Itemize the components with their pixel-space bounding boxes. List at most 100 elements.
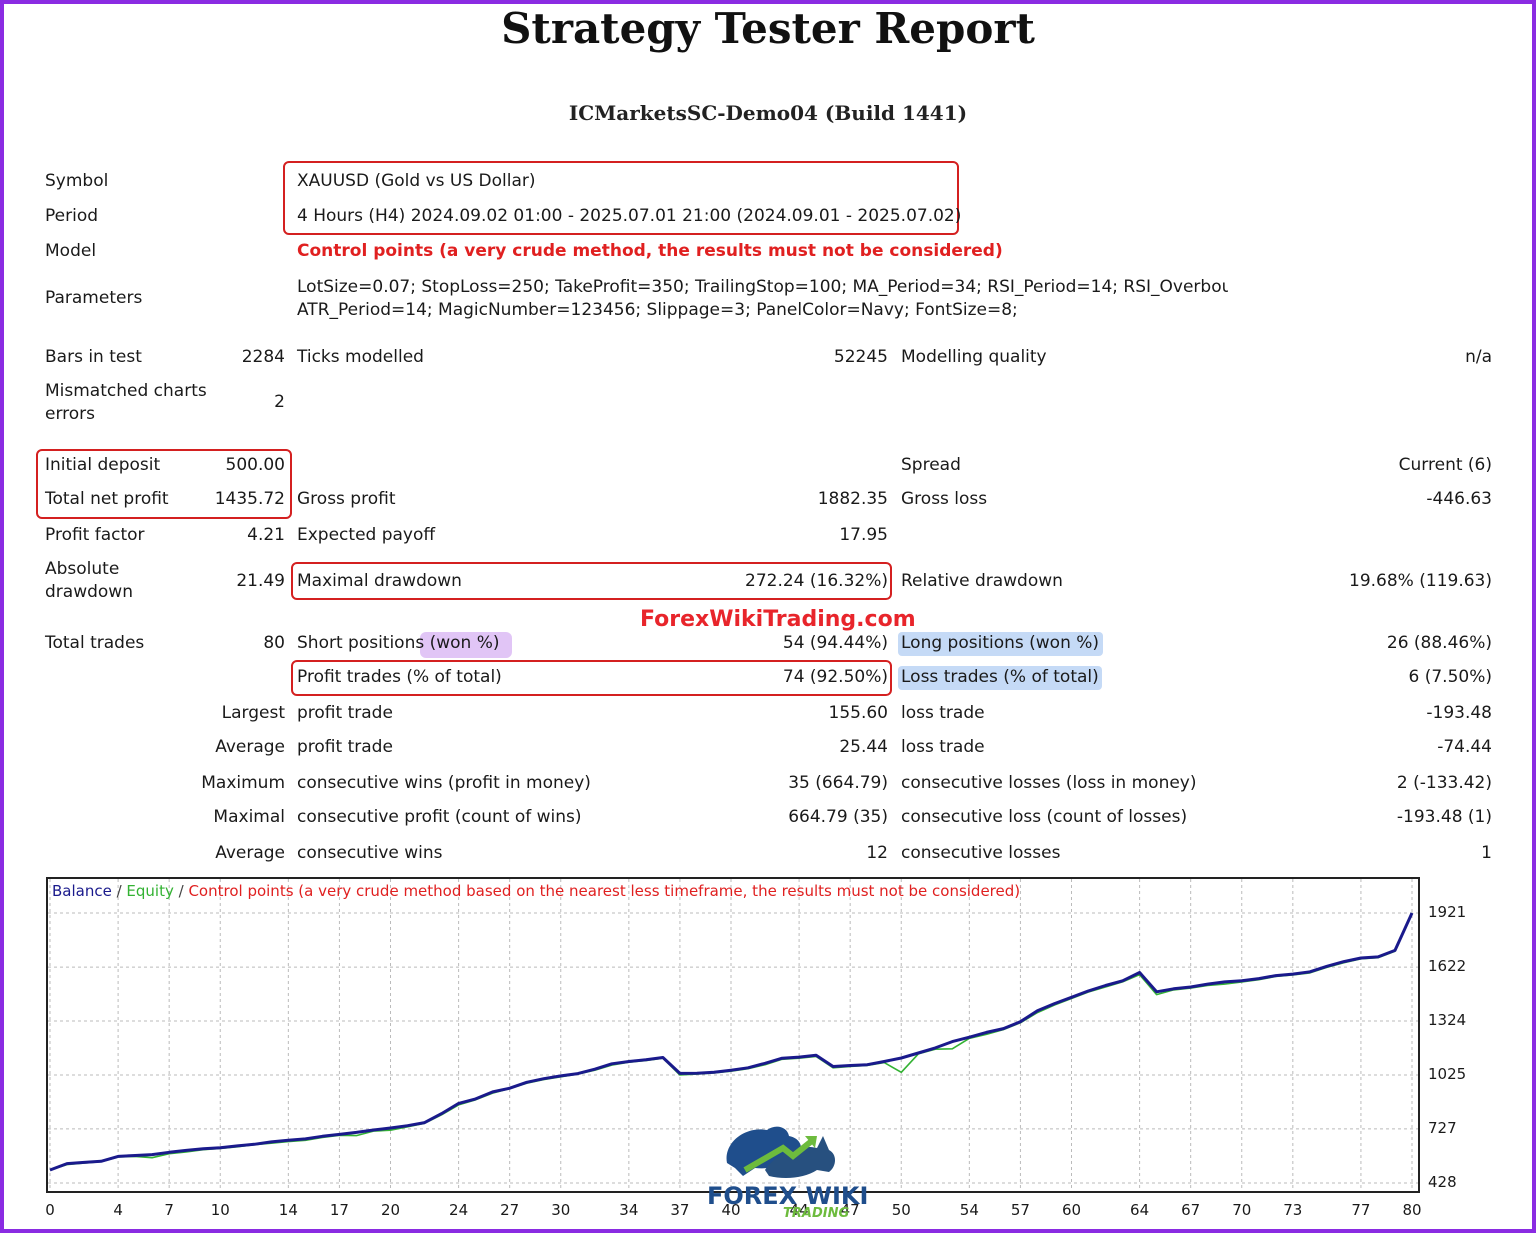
legend-equity: Equity bbox=[126, 882, 174, 900]
quality-value: n/a bbox=[1465, 347, 1492, 367]
x-tick-label: 54 bbox=[959, 1201, 979, 1219]
parameters-line-2: ATR_Period=14; MagicNumber=123456; Slipp… bbox=[297, 300, 1018, 320]
parameters-line-1: LotSize=0.07; StopLoss=250; TakeProfit=3… bbox=[297, 277, 1228, 297]
x-tick-label: 40 bbox=[721, 1201, 741, 1219]
x-tick-label: 0 bbox=[45, 1201, 55, 1219]
gross-profit-label: Gross profit bbox=[297, 489, 396, 509]
avg-consecutive-losses-value: 1 bbox=[1481, 843, 1492, 863]
logo-text: FOREX WIKI bbox=[707, 1182, 869, 1210]
period-value: 4 Hours (H4) 2024.09.02 01:00 - 2025.07.… bbox=[297, 206, 962, 226]
avg-consecutive-losses-label: consecutive losses bbox=[901, 843, 1061, 863]
x-tick-label: 24 bbox=[449, 1201, 469, 1219]
legend-separator: / bbox=[173, 882, 189, 900]
blue-highlight bbox=[898, 666, 1102, 690]
x-tick-label: 30 bbox=[551, 1201, 571, 1219]
x-tick-label: 27 bbox=[500, 1201, 520, 1219]
max-drawdown-value: 272.24 (16.32%) bbox=[745, 571, 888, 591]
profit-factor-label: Profit factor bbox=[45, 525, 145, 545]
gross-loss-value: -446.63 bbox=[1426, 489, 1492, 509]
average-consecutive-label: Average bbox=[215, 843, 285, 863]
max-consecutive-wins-label: consecutive wins (profit in money) bbox=[297, 773, 591, 793]
x-tick-label: 64 bbox=[1130, 1201, 1150, 1219]
maximal-label: Maximal bbox=[213, 807, 285, 827]
x-tick-label: 80 bbox=[1402, 1201, 1422, 1219]
parameters-label: Parameters bbox=[45, 288, 143, 308]
largest-loss-value: -193.48 bbox=[1426, 703, 1492, 723]
x-tick-label: 7 bbox=[164, 1201, 174, 1219]
y-tick-label: 1324 bbox=[1428, 1010, 1467, 1029]
bull-bear-logo-icon bbox=[726, 1126, 835, 1178]
total-trades-value: 80 bbox=[263, 633, 285, 653]
net-profit-label: Total net profit bbox=[45, 489, 169, 509]
initial-deposit-value: 500.00 bbox=[225, 455, 285, 475]
profit-trades-label: Profit trades (% of total) bbox=[297, 667, 502, 687]
spread-value: Current (6) bbox=[1398, 455, 1492, 475]
x-tick-label: 47 bbox=[840, 1201, 860, 1219]
maximum-label: Maximum bbox=[201, 773, 285, 793]
max-drawdown-label: Maximal drawdown bbox=[297, 571, 462, 591]
largest-profit-label: profit trade bbox=[297, 703, 393, 723]
short-positions-value: 54 (94.44%) bbox=[782, 633, 888, 653]
avg-consecutive-wins-label: consecutive wins bbox=[297, 843, 443, 863]
y-tick-label: 428 bbox=[1428, 1173, 1457, 1191]
server-build: ICMarketsSC-Demo04 (Build 1441) bbox=[568, 101, 968, 125]
blue-highlight bbox=[898, 632, 1103, 656]
mismatch-label-1: Mismatched charts bbox=[45, 381, 207, 401]
initial-deposit-label: Initial deposit bbox=[45, 455, 161, 475]
logo-subtext: TRADING bbox=[783, 1206, 850, 1221]
net-profit-value: 1435.72 bbox=[214, 489, 285, 509]
quality-label: Modelling quality bbox=[901, 347, 1047, 367]
total-trades-label: Total trades bbox=[45, 633, 145, 653]
x-tick-label: 57 bbox=[1010, 1201, 1030, 1219]
abs-drawdown-label-1: Absolute bbox=[45, 559, 120, 579]
x-tick-label: 10 bbox=[210, 1201, 230, 1219]
largest-label: Largest bbox=[221, 703, 285, 723]
abs-drawdown-value: 21.49 bbox=[236, 571, 285, 591]
y-tick-label: 1921 bbox=[1428, 903, 1467, 921]
profit-factor-value: 4.21 bbox=[247, 525, 285, 545]
max-consecutive-losses-label: consecutive losses (loss in money) bbox=[901, 773, 1197, 793]
max-consecutive-losses-value: 2 (-133.42) bbox=[1396, 773, 1492, 793]
forex-wiki-logo: FOREX WIKI TRADING bbox=[705, 1118, 868, 1223]
rel-drawdown-value: 19.68% (119.63) bbox=[1349, 571, 1492, 591]
bars-value: 2284 bbox=[241, 347, 285, 367]
deposit-profit-highlight-box bbox=[36, 449, 292, 519]
largest-profit-value: 155.60 bbox=[828, 703, 888, 723]
legend-separator: / bbox=[111, 882, 127, 900]
report-title: Strategy Tester Report bbox=[501, 4, 1035, 53]
symbol-label: Symbol bbox=[45, 171, 109, 191]
purple-highlight bbox=[420, 632, 512, 658]
expected-payoff-value: 17.95 bbox=[839, 525, 888, 545]
chart-legend: Balance / Equity / Control points (a ver… bbox=[52, 882, 1020, 900]
x-tick-label: 37 bbox=[670, 1201, 690, 1219]
symbol-value: XAUUSD (Gold vs US Dollar) bbox=[297, 171, 536, 191]
max-drawdown-highlight-box bbox=[291, 562, 892, 600]
loss-trades-value: 6 (7.50%) bbox=[1408, 667, 1493, 687]
average-loss-value: -74.44 bbox=[1437, 737, 1492, 757]
maximal-consecutive-loss-label: consecutive loss (count of losses) bbox=[901, 807, 1188, 827]
x-tick-label: 50 bbox=[891, 1201, 911, 1219]
balance-chart bbox=[46, 877, 1420, 1193]
model-value: Control points (a very crude method, the… bbox=[297, 241, 1003, 261]
balance-chart-plot bbox=[48, 879, 1418, 1191]
x-tick-label: 14 bbox=[278, 1201, 298, 1219]
loss-trades-label: Loss trades (% of total) bbox=[901, 667, 1099, 687]
avg-consecutive-wins-value: 12 bbox=[866, 843, 888, 863]
x-tick-label: 60 bbox=[1061, 1201, 1082, 1219]
x-tick-label: 70 bbox=[1232, 1201, 1252, 1219]
x-tick-label: 17 bbox=[329, 1201, 349, 1219]
long-positions-label: Long positions (won %) bbox=[901, 633, 1100, 653]
ticks-value: 52245 bbox=[833, 347, 888, 367]
abs-drawdown-label-2: drawdown bbox=[45, 582, 133, 602]
x-tick-label: 20 bbox=[380, 1201, 401, 1219]
y-tick-label: 1025 bbox=[1428, 1065, 1467, 1084]
average-profit-label: profit trade bbox=[297, 737, 393, 757]
maximal-consecutive-profit-label: consecutive profit (count of wins) bbox=[297, 807, 582, 827]
largest-loss-label: loss trade bbox=[901, 703, 985, 723]
maximal-consecutive-profit-value: 664.79 (35) bbox=[788, 807, 888, 827]
average-loss-label: loss trade bbox=[901, 737, 985, 757]
model-label: Model bbox=[45, 241, 97, 261]
rel-drawdown-label: Relative drawdown bbox=[901, 571, 1063, 591]
average-profit-value: 25.44 bbox=[839, 737, 888, 757]
x-tick-label: 34 bbox=[619, 1201, 639, 1219]
